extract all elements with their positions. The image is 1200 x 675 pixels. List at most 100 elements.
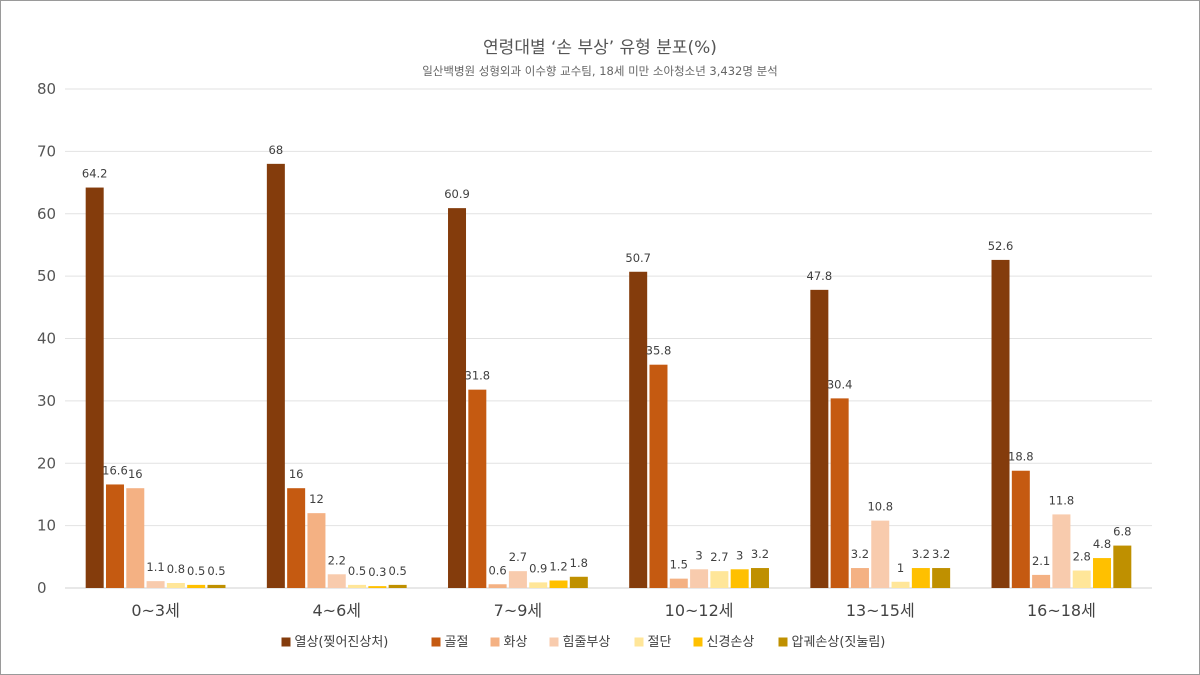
data-label: 1 — [897, 561, 904, 575]
bar — [569, 576, 588, 588]
y-tick-label: 20 — [37, 454, 56, 472]
data-label: 2.7 — [509, 550, 527, 564]
bar — [750, 568, 769, 588]
legend-item: 열상(찢어진상처) — [281, 635, 388, 650]
data-label: 11.8 — [1049, 493, 1075, 507]
y-tick-label: 80 — [37, 80, 56, 98]
legend-swatch — [490, 637, 500, 647]
legend-label: 골절 — [445, 635, 469, 650]
chart-title: 연령대별 ‘손 부상’ 유형 분포(%) — [483, 38, 717, 58]
bar — [327, 574, 346, 588]
legend-item: 화상 — [490, 635, 528, 650]
bar — [529, 582, 548, 588]
bar — [850, 568, 869, 588]
bar — [690, 569, 709, 588]
legend-swatch — [549, 637, 559, 647]
data-label: 1.8 — [570, 556, 588, 570]
data-label: 3 — [695, 548, 702, 562]
data-label: 1.1 — [146, 560, 164, 574]
x-tick-label: 0~3세 — [131, 601, 180, 620]
gridlines — [65, 88, 1152, 589]
data-label: 68 — [269, 143, 284, 157]
data-label: 2.7 — [710, 550, 728, 564]
legend-label: 절단 — [648, 635, 672, 650]
data-label: 3.2 — [932, 547, 950, 561]
legend-swatch — [431, 637, 441, 647]
legend-item: 신경손상 — [693, 635, 755, 650]
data-label: 2.2 — [328, 553, 346, 567]
y-tick-label: 40 — [37, 330, 56, 348]
bar — [932, 568, 951, 588]
legend-label: 화상 — [504, 635, 528, 650]
legend-item: 골절 — [431, 635, 469, 650]
bar — [629, 271, 648, 588]
bar — [287, 488, 306, 588]
y-tick-label: 0 — [37, 579, 47, 597]
data-label: 64.2 — [82, 167, 108, 181]
data-label: 16 — [289, 467, 304, 481]
data-label: 0.5 — [389, 564, 407, 578]
legend: 열상(찢어진상처) 골절 화상 힘줄부상 절단 신경손상 압궤손상(짓눌림) — [281, 635, 886, 650]
bar — [1052, 514, 1071, 588]
legend-swatch — [281, 637, 291, 647]
data-label: 2.1 — [1032, 554, 1050, 568]
data-label: 10.8 — [867, 500, 893, 514]
legend-swatch — [693, 637, 703, 647]
data-label: 1.2 — [549, 560, 567, 574]
bar — [368, 586, 387, 588]
data-label: 3 — [736, 548, 743, 562]
bar — [488, 584, 507, 588]
x-tick-label: 13~15세 — [846, 601, 915, 620]
bar — [448, 208, 467, 589]
data-label: 47.8 — [807, 269, 833, 283]
data-label: 0.9 — [529, 561, 547, 575]
legend-item: 압궤손상(짓눌림) — [778, 635, 886, 650]
data-label: 0.5 — [207, 564, 225, 578]
bar — [1113, 545, 1132, 588]
data-label: 35.8 — [646, 344, 672, 358]
data-label: 3.2 — [851, 547, 869, 561]
bar — [85, 187, 104, 589]
bar — [348, 584, 367, 588]
bars — [85, 163, 1132, 589]
x-axis-ticks: 0~3세 4~6세 7~9세 10~12세 13~15세 16~18세 — [131, 601, 1096, 620]
data-label: 0.6 — [488, 563, 506, 577]
bar — [105, 484, 124, 588]
y-tick-label: 60 — [37, 205, 56, 223]
bar — [871, 520, 890, 588]
bar — [549, 580, 568, 588]
bar — [266, 163, 285, 588]
data-label: 31.8 — [465, 369, 491, 383]
bar — [307, 513, 326, 588]
data-label: 3.2 — [751, 547, 769, 561]
bar — [187, 584, 206, 588]
data-label: 18.8 — [1008, 450, 1034, 464]
y-tick-label: 50 — [37, 267, 56, 285]
bar — [810, 289, 829, 588]
data-label: 60.9 — [444, 187, 470, 201]
data-label: 1.5 — [670, 558, 688, 572]
bar — [146, 581, 165, 588]
data-label: 30.4 — [827, 377, 853, 391]
bar — [911, 568, 930, 588]
data-label: 0.5 — [348, 564, 366, 578]
y-tick-label: 10 — [37, 517, 56, 535]
chart-subtitle: 일산백병원 성형외과 이수향 교수팀, 18세 미만 소아청소년 3,432명 … — [422, 64, 778, 78]
legend-swatch — [778, 637, 788, 647]
y-tick-label: 30 — [37, 392, 56, 410]
bar — [730, 569, 749, 588]
bar — [1011, 470, 1030, 588]
data-label: 16 — [128, 467, 143, 481]
y-tick-label: 70 — [37, 142, 56, 160]
legend-item: 힘줄부상 — [549, 635, 610, 650]
legend-label: 압궤손상(짓눌림) — [792, 635, 886, 650]
data-label: 2.8 — [1073, 550, 1091, 564]
data-label: 6.8 — [1113, 525, 1131, 539]
legend-label: 신경손상 — [707, 635, 755, 650]
bar — [126, 488, 145, 588]
data-label: 0.5 — [187, 564, 205, 578]
data-label: 12 — [309, 492, 324, 506]
legend-swatch — [634, 637, 644, 647]
